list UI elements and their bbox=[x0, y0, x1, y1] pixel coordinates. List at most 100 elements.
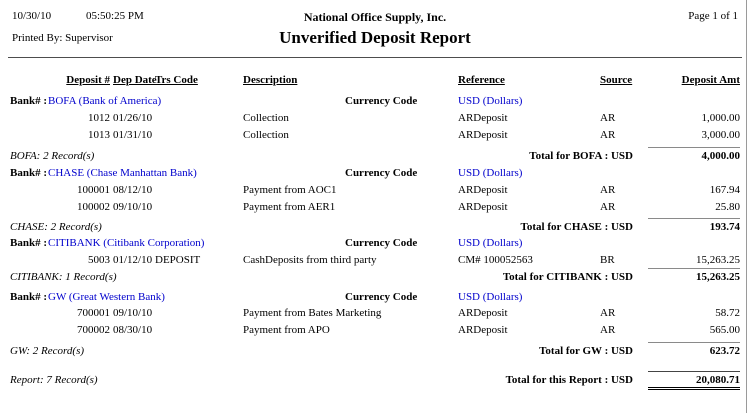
table-row: 5003 01/12/10 DEPOSIT CashDeposits from … bbox=[0, 254, 750, 270]
bank-link-gw[interactable]: GW (Great Western Bank) bbox=[48, 291, 165, 303]
cell-amount: 1,000.00 bbox=[701, 112, 741, 124]
page-right-edge bbox=[746, 0, 747, 413]
cell-amount: 15,263.25 bbox=[696, 254, 740, 266]
cell-amount: 3,000.00 bbox=[701, 129, 741, 141]
cell-dep-date: 09/10/10 bbox=[113, 201, 153, 213]
col-deposit-amt: Deposit Amt bbox=[681, 74, 740, 86]
group-total-row: GW: 2 Record(s) Total for GW : USD 623.7… bbox=[0, 342, 750, 361]
report-total-row: Report: 7 Record(s) Total for this Repor… bbox=[0, 371, 750, 390]
cell-dep-date: 08/30/10 bbox=[113, 324, 153, 336]
cell-description: Collection bbox=[243, 112, 289, 124]
currency-value-link[interactable]: USD (Dollars) bbox=[458, 237, 523, 249]
bank-link-chase[interactable]: CHASE (Chase Manhattan Bank) bbox=[48, 167, 197, 179]
cell-reference: ARDeposit bbox=[458, 324, 508, 336]
currency-value-link[interactable]: USD (Dollars) bbox=[458, 291, 523, 303]
company-name: National Office Supply, Inc. bbox=[303, 10, 447, 24]
cell-deposit-num: 100001 bbox=[77, 184, 110, 196]
page-title: Unverified Deposit Report bbox=[279, 28, 471, 47]
table-row: 100002 09/10/10 Payment from AER1 ARDepo… bbox=[0, 201, 750, 217]
column-header-row: Deposit # Dep Date Trs Code Description … bbox=[0, 74, 750, 90]
col-reference: Reference bbox=[458, 74, 505, 86]
bank-group-header: Bank# : GW (Great Western Bank) Currency… bbox=[0, 291, 750, 307]
cell-source: AR bbox=[600, 201, 616, 213]
cell-amount: 25.80 bbox=[715, 201, 740, 213]
bank-group-header: Bank# : CITIBANK (Citibank Corporation) … bbox=[0, 237, 750, 253]
report-record-count: Report: 7 Record(s) bbox=[10, 374, 98, 386]
bank-link-citibank[interactable]: CITIBANK (Citibank Corporation) bbox=[48, 237, 205, 249]
record-count: GW: 2 Record(s) bbox=[10, 345, 85, 357]
currency-code-label: Currency Code bbox=[345, 291, 418, 303]
group-total-label: Total for CITIBANK : USD bbox=[502, 271, 633, 283]
cell-description: Payment from AER1 bbox=[243, 201, 336, 213]
cell-deposit-num: 700001 bbox=[77, 307, 110, 319]
col-trs-code: Trs Code bbox=[155, 74, 198, 86]
currency-value-link[interactable]: USD (Dollars) bbox=[458, 95, 523, 107]
group-total-label: Total for CHASE : USD bbox=[520, 221, 633, 233]
currency-value-link[interactable]: USD (Dollars) bbox=[458, 167, 523, 179]
cell-amount: 58.72 bbox=[715, 307, 740, 319]
record-count: BOFA: 2 Record(s) bbox=[10, 150, 95, 162]
cell-source: BR bbox=[600, 254, 615, 266]
bank-link-bofa[interactable]: BOFA (Bank of America) bbox=[48, 95, 162, 107]
cell-amount: 167.94 bbox=[709, 184, 740, 196]
cell-description: CashDeposits from third party bbox=[243, 254, 377, 266]
cell-description: Payment from APO bbox=[243, 324, 330, 336]
cell-description: Payment from Bates Marketing bbox=[243, 307, 382, 319]
cell-source: AR bbox=[600, 129, 616, 141]
bank-label: Bank# : bbox=[10, 291, 47, 303]
group-total-row: BOFA: 2 Record(s) Total for BOFA : USD 4… bbox=[0, 147, 750, 166]
table-row: 100001 08/12/10 Payment from AOC1 ARDepo… bbox=[0, 184, 750, 200]
cell-source: AR bbox=[600, 112, 616, 124]
table-row: 700001 09/10/10 Payment from Bates Marke… bbox=[0, 307, 750, 323]
cell-dep-date: 01/12/10 bbox=[113, 254, 153, 266]
bank-label: Bank# : bbox=[10, 167, 47, 179]
table-row: 1013 01/31/10 Collection ARDeposit AR 3,… bbox=[0, 129, 750, 145]
cell-description: Collection bbox=[243, 129, 289, 141]
col-description: Description bbox=[243, 74, 298, 86]
group-total-row: CITIBANK: 1 Record(s) Total for CITIBANK… bbox=[0, 268, 750, 287]
cell-reference: ARDeposit bbox=[458, 129, 508, 141]
bank-group-header: Bank# : BOFA (Bank of America) Currency … bbox=[0, 95, 750, 111]
print-time: 05:50:25 PM bbox=[86, 10, 144, 22]
cell-dep-date: 01/31/10 bbox=[113, 129, 153, 141]
printed-by: Printed By: Supervisor bbox=[12, 32, 113, 44]
group-total-amount: 4,000.00 bbox=[648, 147, 740, 162]
cell-dep-date: 01/26/10 bbox=[113, 112, 153, 124]
currency-code-label: Currency Code bbox=[345, 167, 418, 179]
cell-dep-date: 08/12/10 bbox=[113, 184, 153, 196]
page-number: Page 1 of 1 bbox=[688, 10, 738, 22]
table-row: 1012 01/26/10 Collection ARDeposit AR 1,… bbox=[0, 112, 750, 128]
print-date: 10/30/10 bbox=[12, 10, 52, 22]
currency-code-label: Currency Code bbox=[345, 95, 418, 107]
cell-reference: ARDeposit bbox=[458, 112, 508, 124]
cell-deposit-num: 700002 bbox=[77, 324, 110, 336]
cell-reference: ARDeposit bbox=[458, 184, 508, 196]
group-total-amount: 623.72 bbox=[648, 342, 740, 357]
bank-label: Bank# : bbox=[10, 237, 47, 249]
group-total-amount: 15,263.25 bbox=[648, 268, 740, 283]
cell-deposit-num: 100002 bbox=[77, 201, 110, 213]
col-deposit-num: Deposit # bbox=[66, 74, 110, 86]
cell-reference: ARDeposit bbox=[458, 307, 508, 319]
cell-dep-date: 09/10/10 bbox=[113, 307, 153, 319]
bank-label: Bank# : bbox=[10, 95, 47, 107]
col-source: Source bbox=[600, 74, 633, 86]
report-total-amount: 20,080.71 bbox=[648, 371, 740, 390]
record-count: CITIBANK: 1 Record(s) bbox=[10, 271, 117, 283]
cell-source: AR bbox=[600, 307, 616, 319]
bank-group-header: Bank# : CHASE (Chase Manhattan Bank) Cur… bbox=[0, 167, 750, 183]
currency-code-label: Currency Code bbox=[345, 237, 418, 249]
report-total-label: Total for this Report : USD bbox=[505, 374, 633, 386]
table-row: 700002 08/30/10 Payment from APO ARDepos… bbox=[0, 324, 750, 340]
cell-reference: ARDeposit bbox=[458, 201, 508, 213]
cell-reference: CM# 100052563 bbox=[458, 254, 533, 266]
cell-source: AR bbox=[600, 184, 616, 196]
cell-deposit-num: 5003 bbox=[88, 254, 110, 266]
cell-trs-code: DEPOSIT bbox=[155, 254, 201, 266]
group-total-row: CHASE: 2 Record(s) Total for CHASE : USD… bbox=[0, 218, 750, 237]
cell-deposit-num: 1013 bbox=[88, 129, 110, 141]
col-dep-date: Dep Date bbox=[113, 74, 157, 86]
cell-source: AR bbox=[600, 324, 616, 336]
group-total-label: Total for GW : USD bbox=[539, 345, 633, 357]
